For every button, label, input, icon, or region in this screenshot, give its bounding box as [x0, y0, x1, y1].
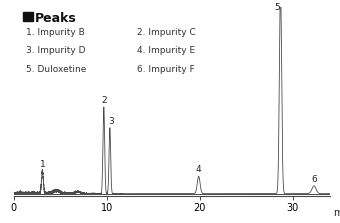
Text: 3: 3 [108, 117, 114, 126]
Text: 6: 6 [311, 175, 317, 184]
Text: 5. Duloxetine: 5. Duloxetine [26, 66, 87, 74]
Text: 1. Impurity B: 1. Impurity B [26, 28, 85, 37]
Text: 2: 2 [101, 96, 107, 105]
Text: 6. Impurity F: 6. Impurity F [137, 66, 195, 74]
Bar [23, 12, 33, 21]
Text: 4. Impurity E: 4. Impurity E [137, 47, 195, 56]
Text: Peaks: Peaks [34, 12, 76, 25]
Text: 1: 1 [39, 160, 45, 169]
Text: min: min [333, 208, 340, 218]
Text: 5: 5 [274, 3, 280, 12]
Text: 4: 4 [196, 165, 202, 174]
Text: 2. Impurity C: 2. Impurity C [137, 28, 196, 37]
Text: 3. Impurity D: 3. Impurity D [26, 47, 86, 56]
